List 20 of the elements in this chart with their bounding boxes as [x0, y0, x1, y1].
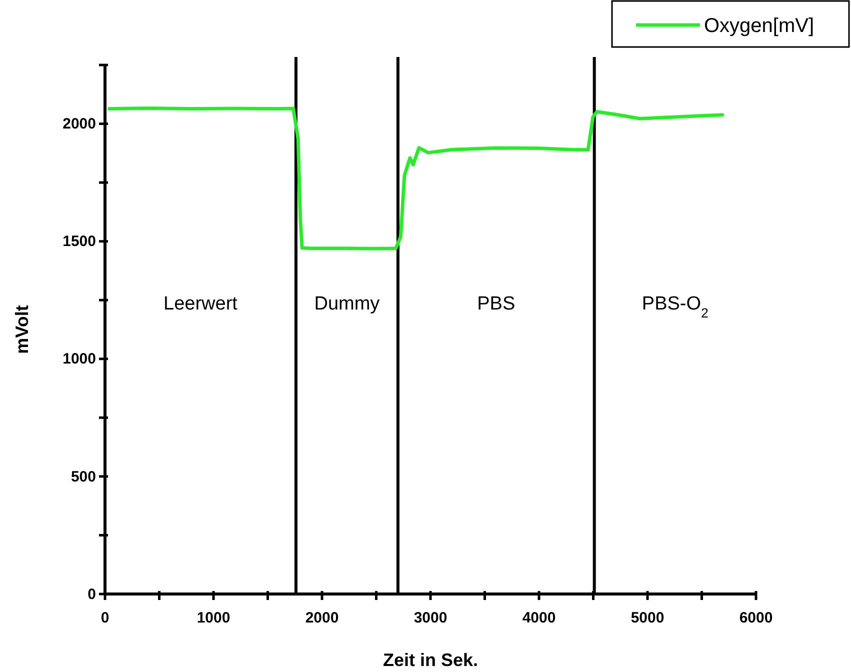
y-axis-title: mVolt: [12, 305, 32, 354]
x-tick-label: 1000: [196, 610, 230, 626]
x-tick-label: 5000: [630, 610, 664, 626]
y-tick-label: 2000: [62, 116, 96, 133]
x-tick-label: 4000: [522, 610, 556, 626]
y-tick-label: 1000: [62, 350, 96, 368]
annotation: Leerwert: [164, 294, 238, 314]
x-tick-label: 0: [100, 610, 110, 626]
annotation: PBS-O$_{2}$: [642, 294, 708, 320]
y-tick-label: 0: [88, 586, 96, 603]
legend-label: Oxygen[mV]: [704, 15, 814, 37]
y-tick-label: 1500: [62, 233, 96, 250]
x-axis-title: Zeit in Sek.: [382, 650, 478, 670]
annotation: Dummy: [314, 294, 380, 314]
x-tick-label: 3000: [414, 610, 448, 626]
annotation: PBS: [477, 294, 516, 314]
line-series: [108, 106, 724, 250]
x-tick-label: 6000: [739, 610, 773, 626]
y-tick-label: 500: [70, 468, 96, 486]
x-tick-label: 2000: [305, 610, 339, 626]
